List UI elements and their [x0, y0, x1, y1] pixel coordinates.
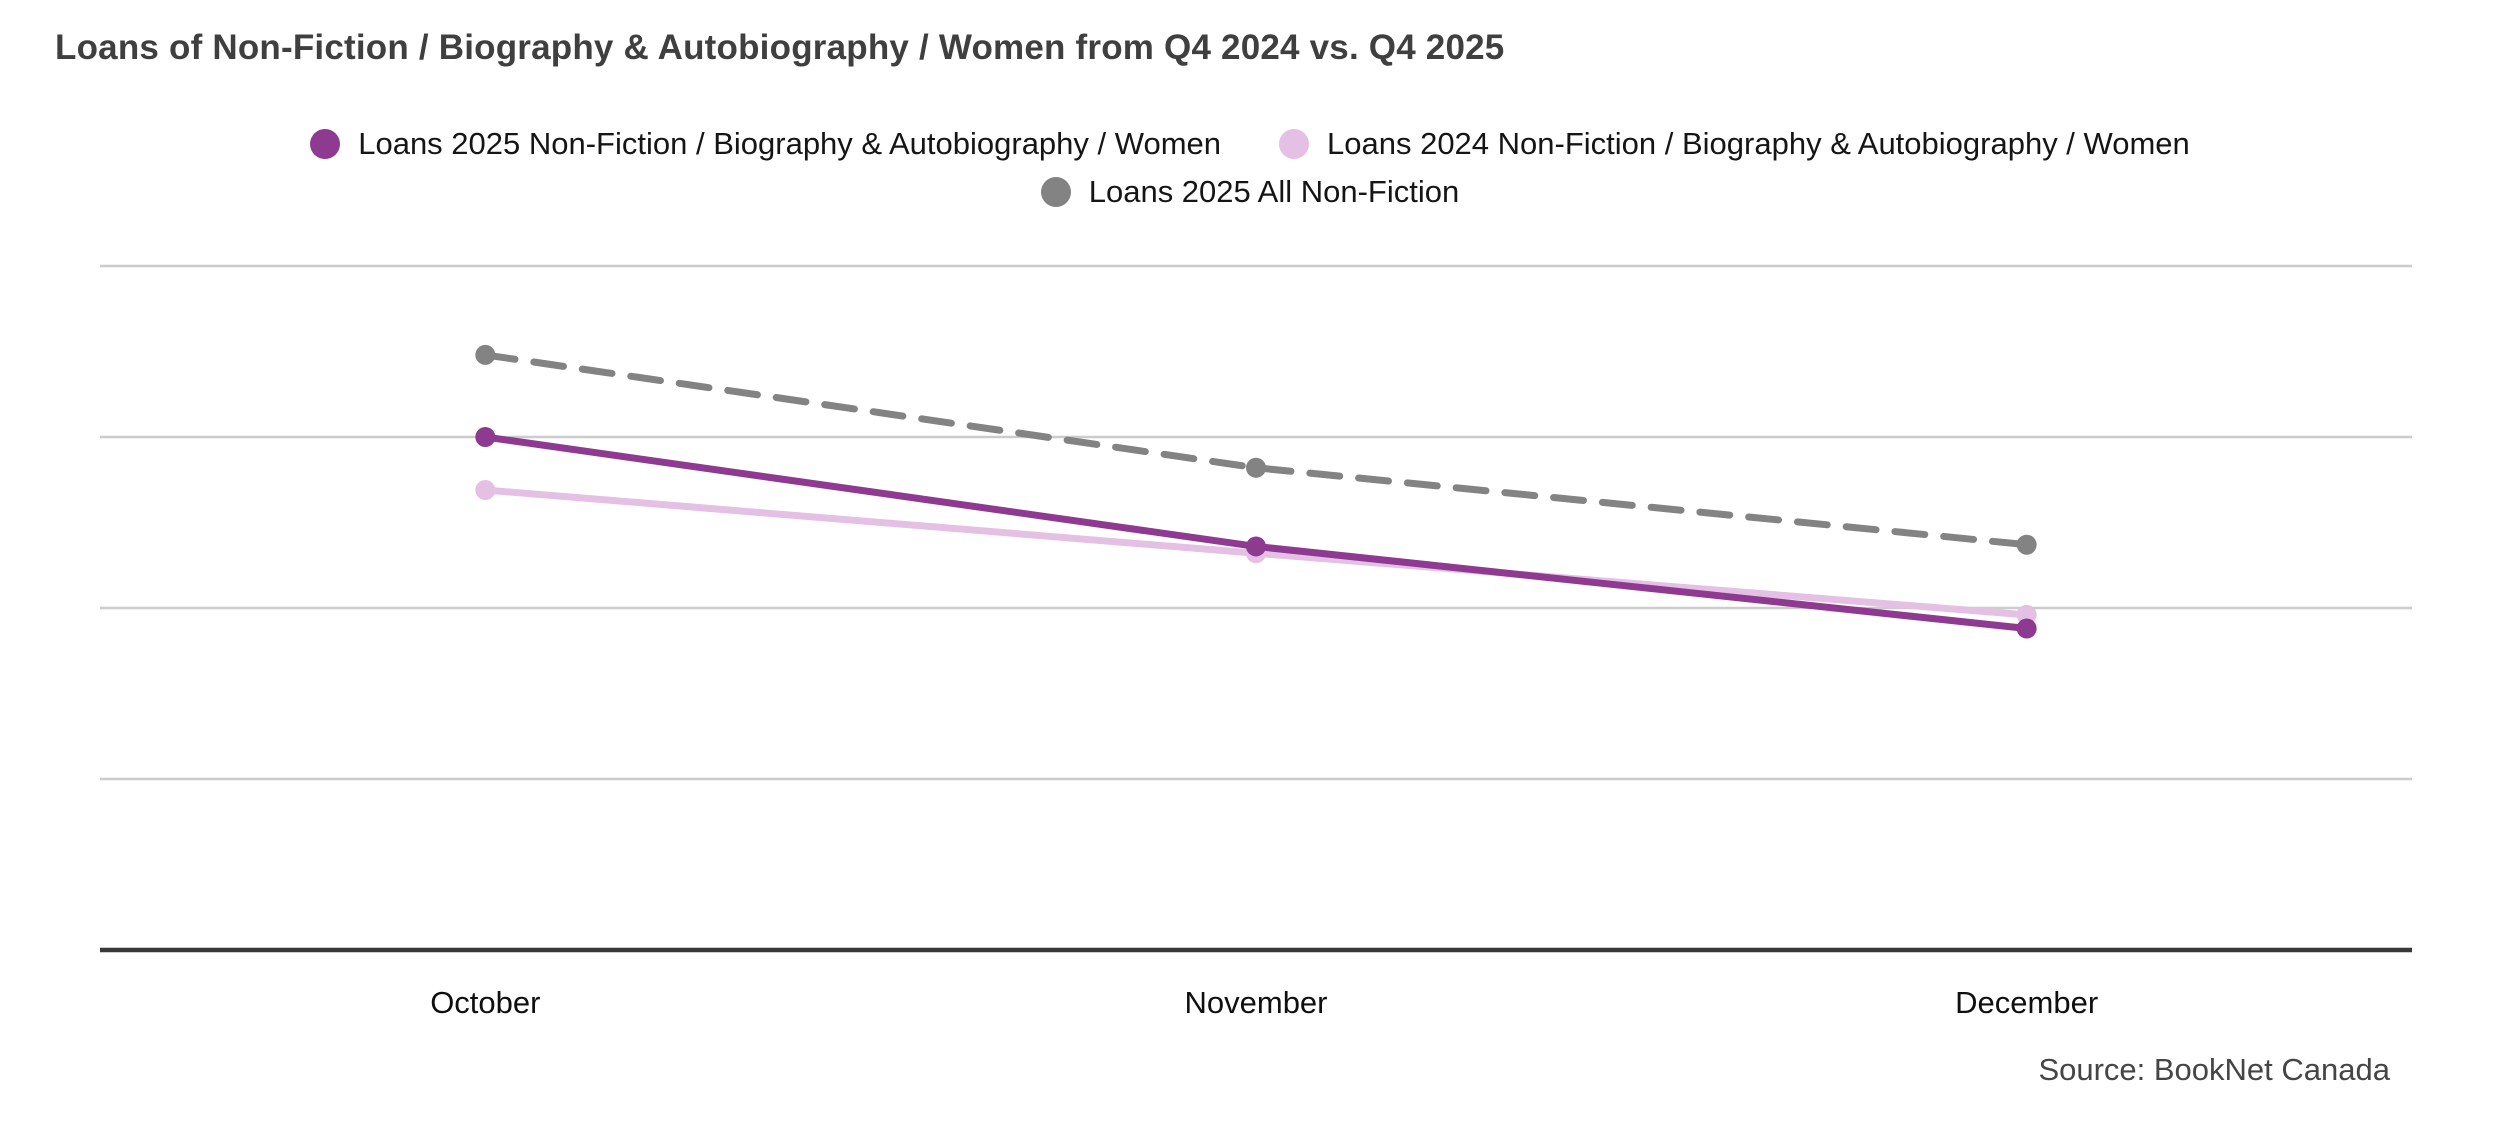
legend-dot-icon — [1279, 129, 1309, 159]
data-point — [2016, 534, 2037, 555]
legend-dot-icon — [310, 129, 341, 159]
legend-item: Loans 2024 Non-Fiction / Biography & Aut… — [1279, 126, 2190, 162]
legend-row: Loans 2025 All Non-Fiction — [1040, 174, 1460, 210]
legend: Loans 2025 Non-Fiction / Biography & Aut… — [0, 126, 2500, 210]
legend-label: Loans 2024 Non-Fiction / Biography & Aut… — [1327, 126, 2190, 161]
x-axis-label: December — [1955, 985, 2099, 1020]
legend-item: Loans 2025 Non-Fiction / Biography & Aut… — [310, 126, 1221, 162]
data-point — [1246, 536, 1266, 557]
data-point — [475, 344, 496, 365]
x-axis-label: October — [430, 985, 541, 1020]
legend-label: Loans 2025 All Non-Fiction — [1088, 174, 1460, 209]
x-axis-label: November — [1184, 985, 1328, 1020]
data-point — [475, 480, 496, 501]
data-point — [2016, 604, 2037, 625]
chart-title: Loans of Non-Fiction / Biography & Autob… — [55, 28, 1505, 67]
source-note: Source: BookNet Canada — [2038, 1052, 2390, 1087]
series-line — [481, 351, 2031, 549]
legend-dot-icon — [1040, 177, 1071, 207]
legend-item: Loans 2025 All Non-Fiction — [1040, 174, 1460, 210]
data-point — [475, 427, 496, 447]
data-point — [2016, 618, 2037, 639]
data-point — [1246, 457, 1266, 478]
legend-row: Loans 2025 Non-Fiction / Biography & Aut… — [310, 126, 2190, 162]
legend-label: Loans 2025 Non-Fiction / Biography & Aut… — [358, 126, 1221, 161]
